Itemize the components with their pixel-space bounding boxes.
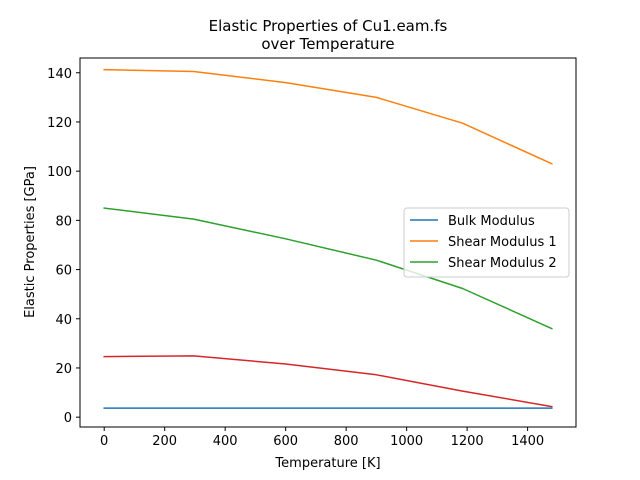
legend: Bulk Modulus Shear Modulus 1 Shear Modulus… <box>403 207 570 278</box>
series-line-4 <box>103 355 553 408</box>
y-tick-label: 120 <box>47 116 72 131</box>
x-axis: 0 200 400 600 800 1000 1200 1400 <box>100 427 544 449</box>
x-tick-label: 1200 <box>451 434 484 449</box>
x-tick-label: 400 <box>213 434 238 449</box>
series-line-3 <box>103 207 553 330</box>
y-tick-label: 100 <box>47 165 72 180</box>
y-tick-label: 40 <box>55 313 72 328</box>
legend-label-2: Shear Modulus 1 <box>448 235 557 250</box>
y-tick-label: 0 <box>64 411 72 426</box>
plot-lines <box>103 68 553 409</box>
legend-label-1: Bulk Modulus <box>448 214 535 229</box>
y-axis-label: Elastic Properties [GPa] <box>23 166 38 318</box>
x-tick-label: 600 <box>273 434 298 449</box>
y-axis: 0 20 40 60 80 100 120 140 <box>47 67 80 426</box>
y-tick-label: 20 <box>55 362 72 377</box>
x-tick-label: 1000 <box>390 434 423 449</box>
x-axis-label: Temperature [K] <box>274 456 380 471</box>
chart-subtitle: over Temperature <box>261 35 394 53</box>
x-tick-label: 200 <box>152 434 177 449</box>
series-line-2 <box>103 68 553 165</box>
plot-frame <box>79 57 577 428</box>
y-tick-label: 80 <box>55 214 72 229</box>
x-tick-label: 800 <box>334 434 359 449</box>
legend-label-3: Shear Modulus 2 <box>448 256 557 271</box>
y-tick-label: 60 <box>55 264 72 279</box>
x-tick-label: 0 <box>100 434 108 449</box>
y-tick-label: 140 <box>47 67 72 82</box>
chart-title: Elastic Properties of Cu1.eam.fs <box>209 17 448 35</box>
legend-box <box>403 207 570 278</box>
x-tick-label: 1400 <box>511 434 544 449</box>
